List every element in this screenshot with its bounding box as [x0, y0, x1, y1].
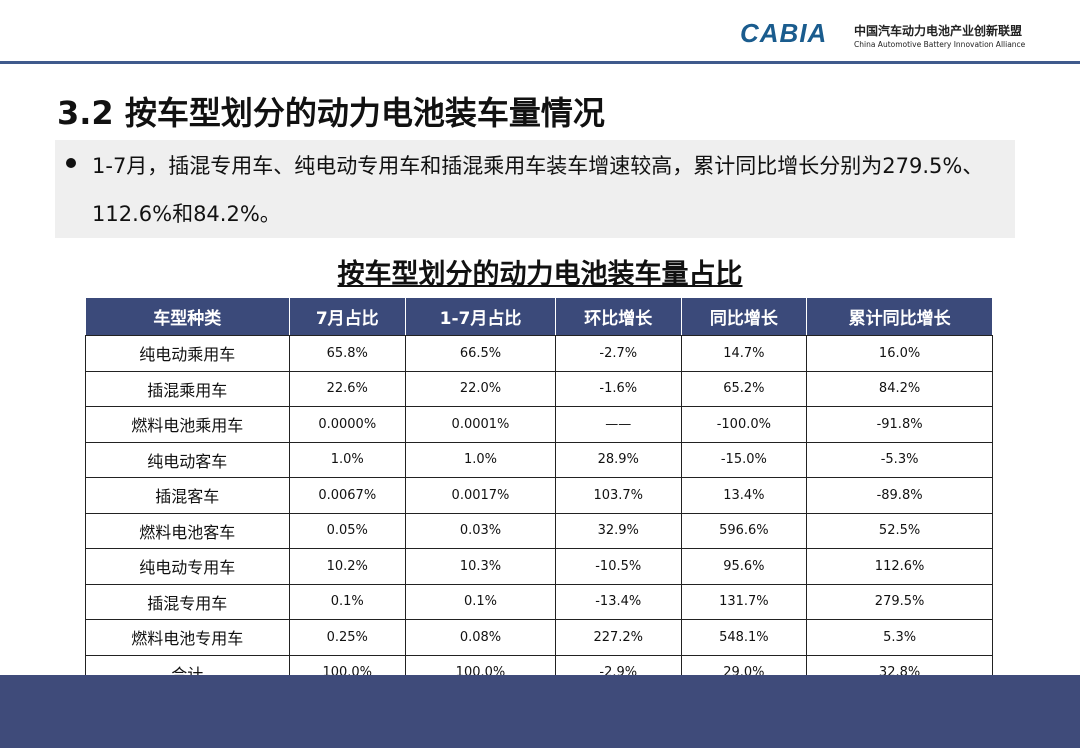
table-cell: 插混专用车: [85, 583, 290, 620]
table-cell: 13.4%: [680, 477, 808, 514]
table-cell: 32.9%: [554, 512, 682, 549]
table-cell: 227.2%: [554, 619, 682, 656]
table-cell: -10.5%: [554, 548, 682, 585]
column-header: 环比增长: [554, 297, 682, 336]
table-cell: 燃料电池专用车: [85, 619, 290, 656]
table-row: 燃料电池专用车 0.25% 0.08% 227.2% 548.1% 5.3%: [85, 619, 993, 656]
table-cell: 0.0001%: [405, 406, 556, 443]
table-cell: 0.08%: [405, 619, 556, 656]
column-header: 7月占比: [288, 297, 407, 336]
table-cell: 0.1%: [405, 583, 556, 620]
header-rule: [0, 61, 1080, 64]
org-name-cn: 中国汽车动力电池产业创新联盟: [854, 24, 1023, 38]
column-header: 1-7月占比: [405, 297, 556, 336]
table-cell: 0.1%: [288, 583, 407, 620]
table-cell: -91.8%: [806, 406, 993, 443]
table-cell: 28.9%: [554, 441, 682, 478]
table-cell: 52.5%: [806, 512, 993, 549]
table-cell: 112.6%: [806, 548, 993, 585]
table-cell: 0.03%: [405, 512, 556, 549]
table-cell: -1.6%: [554, 370, 682, 407]
table-row: 纯电动客车 1.0% 1.0% 28.9% -15.0% -5.3%: [85, 441, 993, 478]
table-cell: 22.6%: [288, 370, 407, 407]
table-cell: 插混乘用车: [85, 370, 290, 407]
table-cell: 1.0%: [405, 441, 556, 478]
column-header: 同比增长: [680, 297, 808, 336]
table-cell: 燃料电池乘用车: [85, 406, 290, 443]
table-title: 按车型划分的动力电池装车量占比: [337, 259, 743, 290]
table-cell: -89.8%: [806, 477, 993, 514]
table-cell: 10.2%: [288, 548, 407, 585]
table-row: 纯电动专用车 10.2% 10.3% -10.5% 95.6% 112.6%: [85, 548, 993, 585]
table-cell: 0.0000%: [288, 406, 407, 443]
data-table: 车型种类 7月占比 1-7月占比 环比增长 同比增长 累计同比增长 纯电动乘用车 65.8% 6…: [85, 297, 993, 691]
table-cell: -13.4%: [554, 583, 682, 620]
table-cell: -2.7%: [554, 335, 682, 372]
bullet-dot: [66, 158, 76, 168]
table-cell: 纯电动乘用车: [85, 335, 290, 372]
table-cell: 0.05%: [288, 512, 407, 549]
table-cell: -5.3%: [806, 441, 993, 478]
table-cell: 65.2%: [680, 370, 808, 407]
column-header: 累计同比增长: [806, 297, 993, 336]
slide-title: 3.2 按车型划分的动力电池装车量情况: [57, 94, 605, 132]
table-cell: 纯电动专用车: [85, 548, 290, 585]
table-cell: 1.0%: [288, 441, 407, 478]
table-cell: 16.0%: [806, 335, 993, 372]
table-cell: 14.7%: [680, 335, 808, 372]
table-cell: -100.0%: [680, 406, 808, 443]
table-cell: 纯电动客车: [85, 441, 290, 478]
table-cell: 131.7%: [680, 583, 808, 620]
bullet-text: 1-7月，插混专用车、纯电动专用车和插混乘用车装车增速较高，累计同比增长分别为2…: [92, 154, 984, 226]
table-cell: 0.0067%: [288, 477, 407, 514]
table-cell: 548.1%: [680, 619, 808, 656]
table-cell: ——: [554, 406, 682, 443]
table-cell: -15.0%: [680, 441, 808, 478]
table-cell: 0.25%: [288, 619, 407, 656]
table-row: 燃料电池乘用车 0.0000% 0.0001% —— -100.0% -91.8%: [85, 406, 993, 443]
table-cell: 5.3%: [806, 619, 993, 656]
column-header: 车型种类: [85, 297, 290, 336]
table-cell: 65.8%: [288, 335, 407, 372]
table-cell: 10.3%: [405, 548, 556, 585]
table-cell: 103.7%: [554, 477, 682, 514]
table-row: 燃料电池客车 0.05% 0.03% 32.9% 596.6% 52.5%: [85, 512, 993, 549]
org-name-en: China Automotive Battery Innovation Alli…: [854, 40, 1026, 49]
table-cell: 插混客车: [85, 477, 290, 514]
table-row: 插混乘用车 22.6% 22.0% -1.6% 65.2% 84.2%: [85, 370, 993, 407]
table-cell: 279.5%: [806, 583, 993, 620]
table-row: 插混客车 0.0067% 0.0017% 103.7% 13.4% -89.8%: [85, 477, 993, 514]
table-cell: 95.6%: [680, 548, 808, 585]
table-cell: 84.2%: [806, 370, 993, 407]
bullet-box: [55, 140, 1015, 238]
table-cell: 66.5%: [405, 335, 556, 372]
logo: CABIA: [740, 18, 828, 48]
table-cell: 0.0017%: [405, 477, 556, 514]
table-cell: 596.6%: [680, 512, 808, 549]
table-row: 插混专用车 0.1% 0.1% -13.4% 131.7% 279.5%: [85, 583, 993, 620]
table-cell: 22.0%: [405, 370, 556, 407]
table-cell: 燃料电池客车: [85, 512, 290, 549]
table-row: 纯电动乘用车 65.8% 66.5% -2.7% 14.7% 16.0%: [85, 335, 993, 372]
footer-band: [0, 675, 1080, 748]
